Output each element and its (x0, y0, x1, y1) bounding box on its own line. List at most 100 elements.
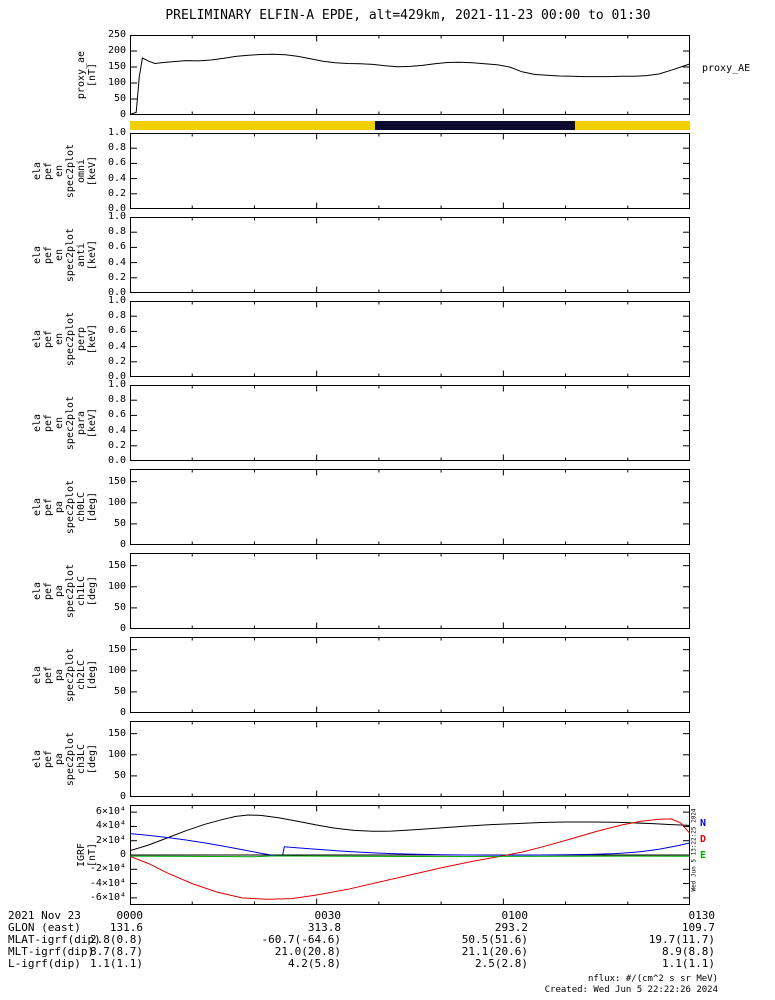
axes-frame (130, 35, 690, 115)
y-axis-label-line: [keV] (87, 323, 98, 355)
y-axis-label-line: ch1LC (76, 575, 87, 607)
y-tick-label: 0.4 (107, 256, 126, 268)
y-tick-label: 0.2 (107, 439, 126, 451)
y-tick-label: 0.4 (107, 424, 126, 436)
y-tick-label: 6×10⁴ (95, 806, 126, 818)
y-axis-label-line: spec2plot (65, 227, 76, 283)
y-axis-label-line: ch2LC (76, 659, 87, 691)
orbit-bar-segment (130, 121, 375, 130)
y-axis-label-line: spec2plot (65, 647, 76, 703)
panel-en_anti (130, 217, 690, 293)
y-axis-label-line: en (54, 248, 65, 262)
y-axis-label-line: pef (43, 581, 54, 601)
y-axis-label-pa_ch1lc: ela pef pa spec2plot ch1LC [deg] (32, 564, 98, 618)
series-N (130, 833, 690, 857)
panel-pa_ch2lc (130, 637, 690, 713)
ephemeris-cell: 8.9(8.8) (662, 945, 715, 958)
panel-orbit_bar (130, 121, 690, 130)
ephemeris-row-label: MLT-igrf(dip) (8, 945, 95, 958)
axes-frame (130, 553, 690, 629)
plot-title: PRELIMINARY ELFIN-A EPDE, alt=429km, 202… (165, 8, 651, 23)
axes-frame (130, 637, 690, 713)
y-tick-label: 0.4 (107, 172, 126, 184)
y-axis-label-line: IGRF (76, 842, 87, 868)
ephemeris-cell: -60.7(-64.6) (261, 933, 341, 946)
ephemeris-cell: 19.7(11.7) (648, 933, 715, 946)
ephemeris-cell: 1.1(1.1) (662, 957, 715, 970)
ephemeris-cell: 50.5(51.6) (461, 933, 528, 946)
ephemeris-cell: 2.5(2.8) (475, 957, 528, 970)
panel-plot-pa_ch3lc (130, 721, 690, 797)
y-tick-label: 100 (107, 580, 126, 592)
y-axis-label-line: [nT] (87, 842, 98, 868)
panel-igrf (130, 805, 690, 905)
y-axis-label-en_anti: ela pef en spec2plot anti [keV] (32, 228, 98, 282)
y-tick-label: 0.6 (107, 157, 126, 169)
y-axis-label-line: pef (43, 665, 54, 685)
y-tick-label: 0.0 (107, 455, 126, 466)
y-tick-label: 150 (107, 727, 126, 739)
ephemeris-cell: 0100 (501, 909, 529, 922)
axes-frame (130, 721, 690, 797)
y-tick-label: 50 (113, 769, 126, 781)
y-tick-label: 150 (107, 475, 126, 487)
ephemeris-cell: 2.8(0.8) (90, 933, 143, 946)
panel-en_omni (130, 133, 690, 209)
axes-frame (130, 301, 690, 377)
y-tick-label: 4×10⁴ (95, 820, 126, 832)
y-tick-label: 0.8 (107, 142, 126, 154)
panel-plot-en_perp (130, 301, 690, 377)
y-axis-label-line: spec2plot (65, 311, 76, 367)
y-axis-label-line: ela (32, 245, 43, 265)
y-tick-label: -2×10⁴ (89, 863, 126, 875)
y-axis-label-line: [keV] (87, 407, 98, 439)
igrf-legend-D: D (700, 834, 707, 845)
y-axis-label-line: pa (54, 584, 65, 598)
ephemeris-row-label: L-igrf(dip) (8, 957, 81, 970)
y-tick-label: 150 (107, 61, 126, 72)
panel-plot-pa_ch2lc (130, 637, 690, 713)
y-axis-label-line: ela (32, 497, 43, 517)
y-tick-label: 0.6 (107, 325, 126, 337)
axes-frame (130, 133, 690, 209)
y-axis-label-line: pef (43, 413, 54, 433)
ephemeris-row-label: 2021 Nov 23 (8, 909, 81, 922)
y-axis-label-line: ela (32, 161, 43, 181)
y-tick-label: 0.2 (107, 355, 126, 367)
series-proxy_AE (130, 53, 690, 115)
y-axis-label-line: [deg] (87, 743, 98, 775)
series-D (130, 818, 690, 900)
y-axis-label-en_perp: ela pef en spec2plot perp [keV] (32, 312, 98, 366)
y-tick-label: 0.4 (107, 340, 126, 352)
y-axis-label-line: en (54, 416, 65, 430)
y-axis-label-line: spec2plot (65, 479, 76, 535)
y-tick-label: 50 (113, 601, 126, 613)
y-tick-label: 200 (107, 45, 126, 56)
y-tick-label: 50 (113, 685, 126, 697)
igrf-legend-N: N (700, 818, 707, 829)
y-axis-label-line: ela (32, 329, 43, 349)
y-axis-label-line: [keV] (87, 239, 98, 271)
y-axis-label-en_para: ela pef en spec2plot para [keV] (32, 396, 98, 450)
y-tick-label: 0.2 (107, 271, 126, 283)
panel-plot-pa_ch0lc (130, 469, 690, 545)
proxy-ae-right-label: proxy_AE (702, 63, 751, 74)
y-axis-label-line: ela (32, 749, 43, 769)
y-tick-label: 0.6 (107, 241, 126, 253)
y-axis-label-line: pef (43, 329, 54, 349)
y-axis-label-line: ela (32, 665, 43, 685)
panel-plot-en_para (130, 385, 690, 461)
y-tick-label: 0.8 (107, 226, 126, 238)
y-axis-label-line: omni (76, 158, 87, 184)
y-axis-label-line: spec2plot (65, 731, 76, 787)
ephemeris-cell: 131.6 (109, 921, 143, 934)
y-tick-label: 0 (119, 707, 126, 718)
y-tick-label: 0.6 (107, 409, 126, 421)
panel-pa_ch1lc (130, 553, 690, 629)
ephemeris-row-4: L-igrf(dip) 1.1(1.1) 4.2(5.8) 2.5(2.8) 1.1(1… (0, 958, 775, 970)
panel-plot-pa_ch1lc (130, 553, 690, 629)
y-tick-label: 0 (119, 849, 126, 860)
y-axis-label-pa_ch2lc: ela pef pa spec2plot ch2LC [deg] (32, 648, 98, 702)
panel-plot-igrf (130, 805, 690, 905)
